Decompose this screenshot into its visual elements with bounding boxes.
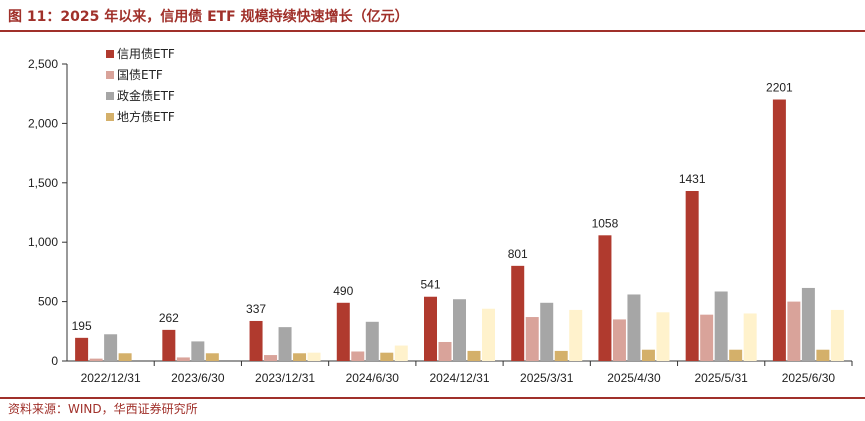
x-tick-label: 2022/12/31 — [81, 371, 141, 385]
bar-1-2025-5-31 — [685, 190, 699, 361]
bar-4-2024-12-31 — [467, 350, 481, 361]
x-tick-label: 2025/4/30 — [607, 371, 661, 385]
y-tick-label: 2,500 — [28, 57, 58, 71]
bar-5-2025-5-31 — [743, 313, 757, 361]
bar-5-2025-6-30 — [830, 309, 844, 361]
y-tick-label: 1,000 — [28, 235, 58, 249]
data-label: 262 — [159, 311, 179, 325]
y-tick-label: 0 — [51, 354, 58, 368]
bar-3-2022-12-31 — [104, 334, 118, 361]
bar-4-2025-3-31 — [554, 350, 568, 361]
chart-title: 图 11：2025 年以来，信用债 ETF 规模持续快速增长（亿元） — [8, 9, 409, 25]
bar-2-2025-4-30 — [612, 319, 626, 361]
data-labels: 195 262 337 490 541 801 1058 1431 2201 — [72, 81, 793, 333]
bar-2-2025-6-30 — [787, 301, 801, 361]
bar-3-2023-12-31 — [278, 327, 292, 361]
x-tick-label: 2025/5/31 — [694, 371, 748, 385]
source-rule — [0, 397, 865, 399]
x-tick-label: 2025/3/31 — [520, 371, 574, 385]
legend-swatch — [106, 71, 114, 79]
legend-label: 地方债ETF — [117, 109, 175, 124]
bar-2-2024-12-31 — [438, 341, 452, 361]
legend: 信用债ETF 国债ETF 政金债ETF 地方债ETF — [106, 47, 175, 124]
bar-5-2023-12-31 — [307, 352, 321, 361]
bar-3-2025-3-31 — [540, 302, 554, 361]
bar-2-2025-5-31 — [700, 314, 714, 361]
legend-label: 信用债ETF — [117, 47, 175, 61]
bar-1-2023-6-30 — [162, 329, 176, 361]
bar-5-2024-12-31 — [482, 308, 495, 361]
bar-1-2024-12-31 — [424, 296, 437, 361]
data-label: 195 — [72, 319, 92, 333]
data-label: 2201 — [766, 81, 793, 95]
bar-1-2025-3-31 — [511, 265, 525, 361]
bar-5-2025-4-30 — [656, 312, 670, 361]
bar-5-2024-6-30 — [394, 345, 408, 361]
bar-3-2025-5-31 — [714, 291, 728, 361]
data-label: 541 — [420, 278, 440, 292]
x-tick-label: 2023/6/30 — [171, 371, 225, 385]
bar-4-2023-12-31 — [293, 353, 307, 361]
y-tick-label: 1,500 — [28, 176, 58, 190]
bar-5-2025-3-31 — [569, 309, 583, 361]
x-tick-label: 2024/6/30 — [346, 371, 400, 385]
bar-2-2022-12-31 — [89, 358, 103, 361]
bar-3-2025-4-30 — [627, 294, 641, 361]
bar-3-2024-12-31 — [453, 299, 466, 361]
bar-3-2023-6-30 — [191, 341, 205, 361]
bar-3-2024-6-30 — [365, 321, 379, 361]
bar-1-2022-12-31 — [75, 337, 89, 361]
legend-swatch — [106, 113, 114, 121]
bar-4-2024-6-30 — [380, 352, 394, 361]
bars — [75, 99, 844, 361]
data-label: 1058 — [592, 216, 619, 230]
bar-4-2022-12-31 — [118, 353, 132, 361]
data-label: 801 — [508, 247, 528, 261]
legend-swatch — [106, 50, 114, 58]
data-label: 1431 — [679, 172, 706, 186]
x-tick-label: 2025/6/30 — [782, 371, 836, 385]
source-note: 资料来源：WIND，华西证券研究所 — [8, 402, 198, 416]
bar-4-2025-5-31 — [729, 349, 743, 361]
bar-1-2023-12-31 — [249, 320, 263, 361]
data-label: 490 — [333, 284, 353, 298]
x-tick-label: 2024/12/31 — [429, 371, 489, 385]
y-tick-label: 2,000 — [28, 116, 58, 130]
bar-2-2025-3-31 — [525, 317, 539, 361]
legend-label: 国债ETF — [117, 68, 163, 82]
legend-swatch — [106, 92, 114, 100]
bar-1-2025-4-30 — [598, 235, 612, 361]
bar-4-2023-6-30 — [205, 353, 219, 361]
x-tick-label: 2023/12/31 — [255, 371, 315, 385]
bar-2-2023-6-30 — [176, 357, 190, 361]
y-tick-label: 500 — [38, 295, 58, 309]
bar-1-2024-6-30 — [336, 302, 350, 361]
legend-label: 政金债ETF — [117, 88, 175, 103]
bar-2-2023-12-31 — [264, 355, 278, 361]
bar-1-2025-6-30 — [772, 99, 786, 361]
bar-4-2025-6-30 — [816, 349, 830, 361]
axes: 0 500 1,000 1,500 2,000 2,500 2022/12/31 2023/6… — [28, 57, 853, 385]
bar-4-2025-4-30 — [641, 349, 655, 361]
title-rule — [0, 30, 865, 32]
bar-3-2025-6-30 — [801, 287, 815, 361]
bar-2-2024-6-30 — [351, 351, 365, 361]
data-label: 337 — [246, 302, 266, 316]
